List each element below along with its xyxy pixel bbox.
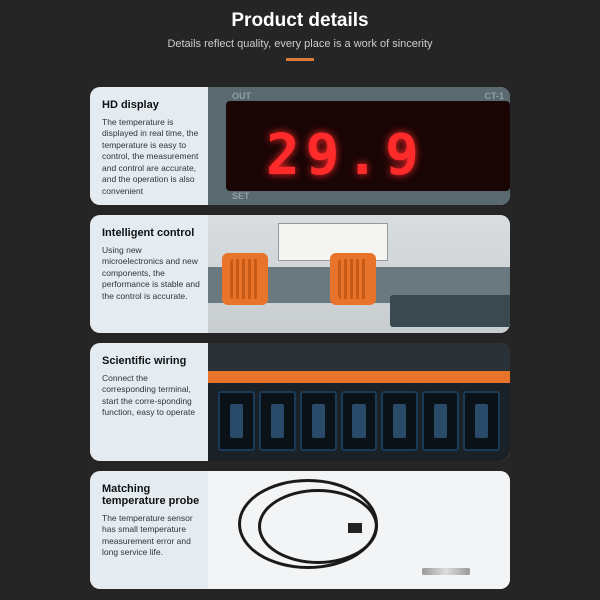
header: Product details Details reflect quality,…: [0, 0, 600, 69]
feature-card: Matching temperature probe The temperatu…: [90, 471, 510, 589]
terminal-icon: [259, 391, 296, 451]
feature-card: Scientific wiring Connect the correspond…: [90, 343, 510, 461]
card-image: OUT CT-1 29.9 SET: [208, 87, 510, 205]
led-case: OUT CT-1 29.9 SET: [208, 87, 510, 205]
card-desc: The temperature sensor has small tempera…: [102, 513, 200, 559]
card-text-block: Intelligent control Using new microelect…: [90, 215, 208, 333]
terminal-icon: [463, 391, 500, 451]
page-subtitle: Details reflect quality, every place is …: [0, 38, 600, 50]
probe-bg: [208, 471, 510, 589]
accent-bar: [286, 58, 314, 61]
terminals-row: [218, 391, 500, 451]
module-bg: [208, 215, 510, 333]
cards-container: HD display The temperature is displayed …: [0, 69, 600, 589]
led-screen: 29.9: [226, 101, 510, 191]
terminal-icon: [422, 391, 459, 451]
feature-card: Intelligent control Using new microelect…: [90, 215, 510, 333]
led-digits: 29.9: [266, 123, 425, 188]
card-title: Scientific wiring: [102, 355, 200, 367]
card-text-block: Matching temperature probe The temperatu…: [90, 471, 208, 589]
set-label: SET: [232, 191, 250, 201]
card-image: [208, 471, 510, 589]
clip-icon: [222, 253, 268, 305]
card-title: Intelligent control: [102, 227, 200, 239]
model-label: CT-1: [484, 91, 504, 101]
card-image: [208, 215, 510, 333]
connector-icon: [348, 523, 362, 533]
wiring-top: [208, 343, 510, 371]
card-title: Matching temperature probe: [102, 483, 200, 507]
card-text-block: Scientific wiring Connect the correspond…: [90, 343, 208, 461]
card-title: HD display: [102, 99, 200, 111]
panel: [390, 295, 510, 327]
terminal-icon: [218, 391, 255, 451]
clip-icon: [330, 253, 376, 305]
card-text-block: HD display The temperature is displayed …: [90, 87, 208, 205]
card-desc: The temperature is displayed in real tim…: [102, 117, 200, 197]
page-title: Product details: [0, 10, 600, 32]
terminal-icon: [300, 391, 337, 451]
probe-tip-icon: [422, 568, 470, 575]
terminal-icon: [381, 391, 418, 451]
card-image: [208, 343, 510, 461]
out-label: OUT: [232, 91, 251, 101]
wiring-bg: [208, 343, 510, 461]
orange-strip: [208, 371, 510, 383]
feature-card: HD display The temperature is displayed …: [90, 87, 510, 205]
terminal-icon: [341, 391, 378, 451]
card-desc: Using new microelectronics and new compo…: [102, 245, 200, 302]
card-desc: Connect the corresponding terminal, star…: [102, 373, 200, 419]
